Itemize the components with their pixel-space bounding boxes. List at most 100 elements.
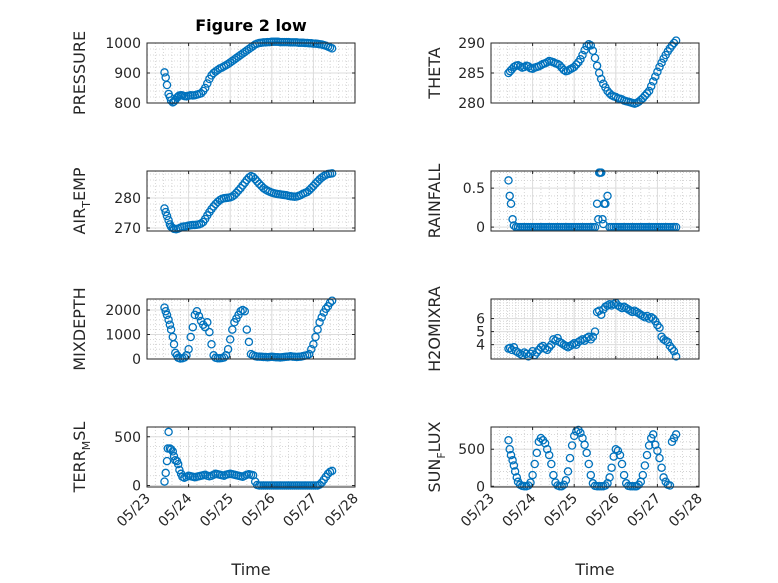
data-point bbox=[175, 465, 184, 475]
axes-frame bbox=[146, 170, 356, 232]
y-axis-label-terr-msl: TERRMSL bbox=[70, 422, 93, 494]
data-point bbox=[203, 79, 212, 88]
data-point bbox=[513, 348, 523, 357]
data-point bbox=[161, 207, 170, 217]
data-point bbox=[321, 304, 331, 314]
data-point bbox=[653, 320, 662, 330]
data-point bbox=[557, 482, 566, 491]
data-point bbox=[586, 470, 596, 480]
data-point bbox=[219, 353, 229, 362]
data-point bbox=[234, 186, 243, 195]
data-point bbox=[655, 62, 664, 72]
data-point bbox=[582, 41, 591, 51]
data-point bbox=[307, 183, 316, 193]
x-tick-label: 05/23 bbox=[114, 491, 154, 531]
data-point bbox=[559, 340, 569, 349]
data-point bbox=[168, 447, 178, 456]
data-point bbox=[590, 327, 600, 336]
data-point bbox=[584, 332, 594, 342]
data-point bbox=[315, 318, 324, 327]
data-point bbox=[242, 325, 252, 334]
data-point bbox=[205, 327, 214, 337]
data-point bbox=[657, 463, 666, 472]
y-tick-label: 290 bbox=[458, 36, 485, 52]
data-point bbox=[508, 215, 517, 224]
data-point bbox=[644, 86, 654, 96]
data-point bbox=[603, 191, 612, 201]
data-point bbox=[160, 477, 169, 486]
data-point bbox=[506, 199, 516, 208]
data-point bbox=[532, 448, 542, 458]
data-point bbox=[655, 453, 664, 463]
data-point bbox=[188, 322, 198, 332]
data-point bbox=[661, 336, 670, 345]
data-point bbox=[619, 470, 629, 480]
data-point bbox=[663, 337, 673, 347]
data-point bbox=[569, 62, 579, 72]
data-point bbox=[594, 215, 603, 224]
data-point bbox=[601, 199, 610, 208]
data-point bbox=[311, 332, 320, 342]
data-point bbox=[576, 428, 585, 438]
data-point bbox=[200, 83, 210, 93]
y-tick-label: 6 bbox=[476, 312, 485, 328]
y-axis-label-pressure: PRESSURE bbox=[70, 31, 89, 115]
y-axis-label-theta: THETA bbox=[425, 47, 444, 99]
y-axis-label-mixdepth: MIXDEPTH bbox=[70, 287, 89, 370]
data-point bbox=[617, 459, 627, 469]
subplot-theta: 280 285 290 THETA bbox=[425, 36, 700, 112]
data-point bbox=[632, 482, 641, 491]
data-point bbox=[653, 446, 662, 455]
data-point bbox=[526, 349, 535, 359]
axes-frame bbox=[490, 170, 700, 232]
data-point bbox=[532, 348, 542, 357]
data-point bbox=[671, 430, 681, 439]
data-point bbox=[524, 352, 533, 361]
data-point bbox=[665, 341, 675, 351]
x-tick-label: 05/27 bbox=[280, 491, 320, 531]
y-axis-label-rainfall: RAINFALL bbox=[425, 164, 444, 239]
data-point bbox=[632, 307, 641, 317]
data-point bbox=[315, 480, 324, 489]
data-point bbox=[561, 476, 571, 485]
subplot-h2omixra: 456 H2OMIXRA bbox=[425, 286, 700, 372]
x-tick-label: 05/25 bbox=[541, 491, 581, 531]
data-point bbox=[603, 301, 612, 310]
y-tick-label: 280 bbox=[114, 191, 141, 207]
data-point bbox=[327, 44, 337, 53]
series-h2omixra bbox=[504, 298, 681, 361]
x-tick-label: 05/24 bbox=[156, 490, 196, 530]
data-point bbox=[596, 310, 606, 319]
data-point bbox=[225, 335, 235, 344]
x-tick-label: 05/26 bbox=[583, 490, 623, 530]
data-point bbox=[596, 74, 606, 84]
data-point bbox=[228, 325, 237, 334]
data-point bbox=[504, 436, 513, 445]
x-tick-label: 05/23 bbox=[458, 491, 498, 531]
data-point bbox=[651, 440, 660, 450]
data-point bbox=[307, 344, 316, 354]
data-point bbox=[162, 456, 172, 466]
x-tick-label: 05/27 bbox=[624, 491, 664, 531]
data-point bbox=[165, 444, 175, 453]
data-point bbox=[203, 318, 212, 327]
data-point bbox=[555, 60, 564, 70]
data-point bbox=[580, 440, 589, 450]
data-point bbox=[166, 445, 176, 454]
y-tick-label: 5 bbox=[476, 325, 485, 341]
y-tick-label: 500 bbox=[114, 430, 141, 446]
data-point bbox=[509, 221, 519, 230]
x-tick-label: 05/26 bbox=[239, 490, 279, 530]
y-axis-label-air-temp: AIRTEMP bbox=[70, 167, 93, 234]
y-tick-label: 0 bbox=[132, 479, 141, 495]
data-point bbox=[528, 470, 537, 480]
data-point bbox=[648, 314, 658, 323]
data-point bbox=[160, 68, 169, 77]
data-point bbox=[549, 470, 558, 480]
series-sun-flux bbox=[504, 425, 681, 491]
data-point bbox=[508, 456, 517, 465]
subplot-terr-msl: 0 500 05/23 05/24 05/25 05/26 05/27 05/28 TERRMS… bbox=[70, 422, 362, 531]
y-tick-label: 270 bbox=[114, 221, 141, 237]
x-tick-label: 05/28 bbox=[666, 491, 706, 531]
subplot-rainfall: 0 0.5 RAINFALL bbox=[425, 164, 700, 239]
